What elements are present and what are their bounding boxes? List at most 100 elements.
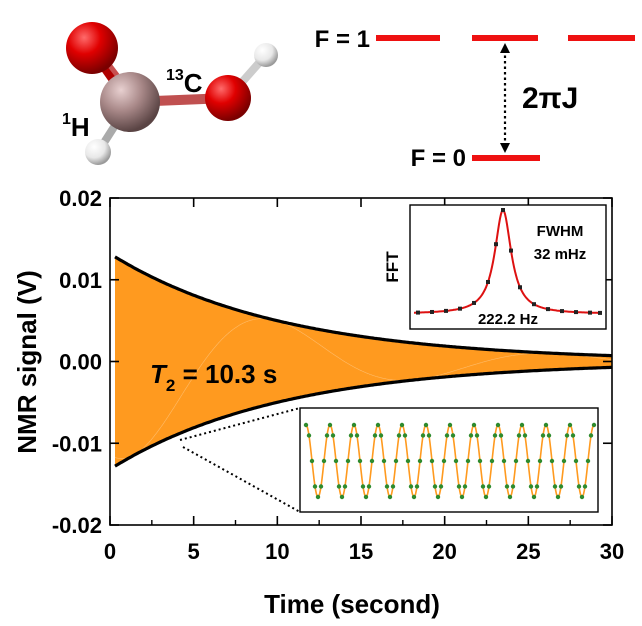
y-tick-label: -0.01 [52,431,102,456]
y-axis-label: NMR signal (V) [12,270,42,453]
oscillation-point [486,484,492,489]
y-tick-label: 0.00 [59,350,102,375]
oscillation-point [405,458,411,464]
oscillation-point [342,484,348,489]
oscillation-point [507,494,513,500]
upper-level-label: F = 1 [315,26,370,53]
oscillation-point [555,494,561,500]
oscillation-point [549,458,555,464]
arrow-head-down [500,143,510,153]
oscillation-point [360,484,366,489]
oscillation-point [306,433,312,438]
fwhm-label: FWHM [537,223,584,240]
oscillation-point [438,484,444,489]
y-tick-label: 0.01 [59,268,102,293]
oscillation-point [348,433,354,438]
decay-envelope-lower [114,365,612,468]
oscillation-point [480,484,486,489]
oscillation-point [336,484,342,489]
oscillation-point [330,433,336,438]
zoom-guide-upper [179,407,301,441]
oscillation-point [390,484,396,489]
y-axis: 0.02 0.01 0.00 -0.01 -0.02 [52,186,612,538]
oscillation-point [441,458,447,464]
fft-point [518,285,522,290]
oscillation-point [498,433,504,438]
decay-envelope-upper [114,255,612,358]
x-axis: 0 5 10 15 20 25 30 [104,198,624,564]
oscillation-point [462,484,468,489]
fft-point [501,208,505,212]
oscillation-point [333,458,339,464]
x-axis-label: Time (second) [264,589,440,619]
oscillation-point [465,458,471,464]
oscillation-point [309,458,315,464]
oxygen-atom-double [66,22,118,74]
oscillation-point [444,433,450,438]
oscillation-point [561,458,567,464]
oscillation-point [522,433,528,438]
oscillation-point [384,484,390,489]
fft-point [509,248,513,253]
oscillation-point [570,433,576,438]
energy-levels [376,35,635,161]
oscillation-point [579,494,585,500]
hydrogen-atom-carbon [85,139,111,165]
oscillation-point [318,484,324,489]
fft-point [486,280,490,284]
fft-center-label: 222.2 Hz [478,311,538,328]
oscillation-point [573,458,579,464]
oscillation-point [477,458,483,464]
oscillation-point [483,494,489,500]
fft-point [444,308,448,313]
oscillation-point [366,484,372,489]
t2-annotation: T2 = 10.3 s [150,359,277,395]
oscillation-point [423,422,429,428]
oscillation-point [363,494,369,500]
oscillation-point [468,433,474,438]
zoom-guide-lower [182,446,301,513]
oscillation-point [525,458,531,464]
y-tick-label: -0.02 [52,513,102,538]
arrow-head-up [500,43,510,53]
oscillation-point [345,458,351,464]
oscillation-point [564,433,570,438]
oscillation-point [540,433,546,438]
oscillation-point [519,422,525,428]
oscillation-point [531,494,537,500]
fft-point [416,310,420,315]
oscillation-point [435,494,441,500]
oscillation-point [516,433,522,438]
oscillation-point [396,433,402,438]
oscillation-point [402,433,408,438]
oscillation-point [303,422,309,428]
fft-point [598,310,602,315]
oscillation-point [429,458,435,464]
x-tick-label: 30 [600,539,624,564]
oscillation-point [504,484,510,489]
oscillation-point [495,422,501,428]
oscillation-point [369,458,375,464]
oscillation-point [543,422,549,428]
oscillation-point [411,494,417,500]
molecule-structure [66,22,278,165]
oscillation-point [315,494,321,500]
oscillation-point [420,433,426,438]
oscillation-point [378,433,384,438]
oscillation-point [558,484,564,489]
x-tick-label: 25 [516,539,540,564]
oscillation-point [501,458,507,464]
fft-point [574,310,578,315]
oscillation-point [324,433,330,438]
x-tick-label: 0 [104,539,116,564]
oscillation-point [426,433,432,438]
carbon-label: 13C [166,67,203,98]
oscillation-point [327,422,333,428]
hydrogen-label: 1H [62,111,90,142]
fft-point [458,306,462,311]
oscillation-point [513,458,519,464]
oscillation-point [408,484,414,489]
oscillation-point [534,484,540,489]
fwhm-value: 32 mHz [534,246,587,263]
